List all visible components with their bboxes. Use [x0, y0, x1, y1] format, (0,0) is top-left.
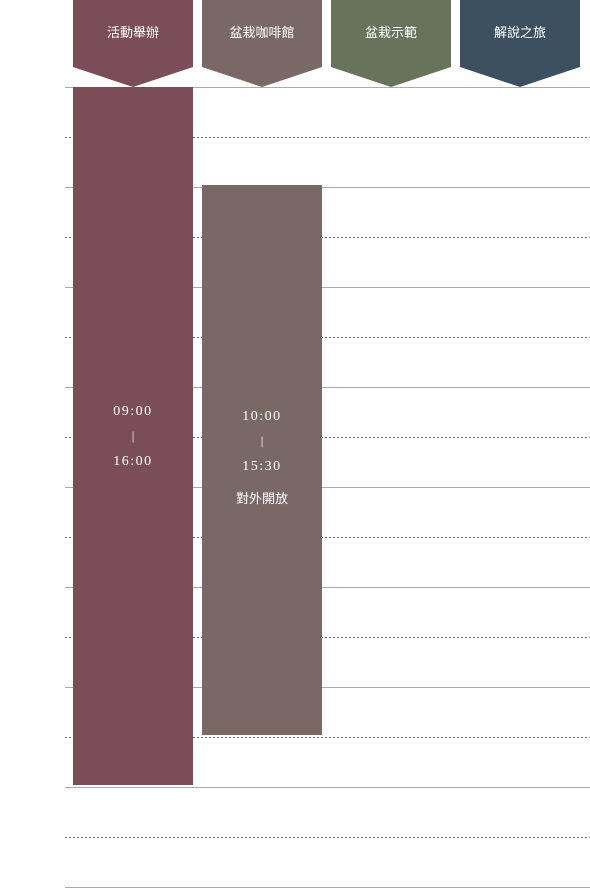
event-block — [73, 87, 193, 785]
start-time: 09:00 — [113, 404, 152, 419]
start-time: 10:00 — [242, 409, 281, 424]
block-note: 對外開放 — [236, 491, 288, 506]
header-tab — [202, 0, 322, 87]
header-tab — [73, 0, 193, 87]
separator: | — [132, 428, 135, 443]
end-time: 16:00 — [113, 454, 152, 469]
header-tab — [460, 0, 580, 87]
header-tab — [331, 0, 451, 87]
header-label: 活動舉辦 — [107, 25, 159, 40]
header-label: 盆栽示範 — [365, 25, 417, 40]
event-block — [202, 185, 322, 735]
separator: | — [261, 433, 264, 448]
end-time: 15:30 — [242, 459, 281, 474]
header-label: 盆栽咖啡館 — [229, 25, 294, 40]
header-label: 解說之旅 — [494, 25, 546, 40]
